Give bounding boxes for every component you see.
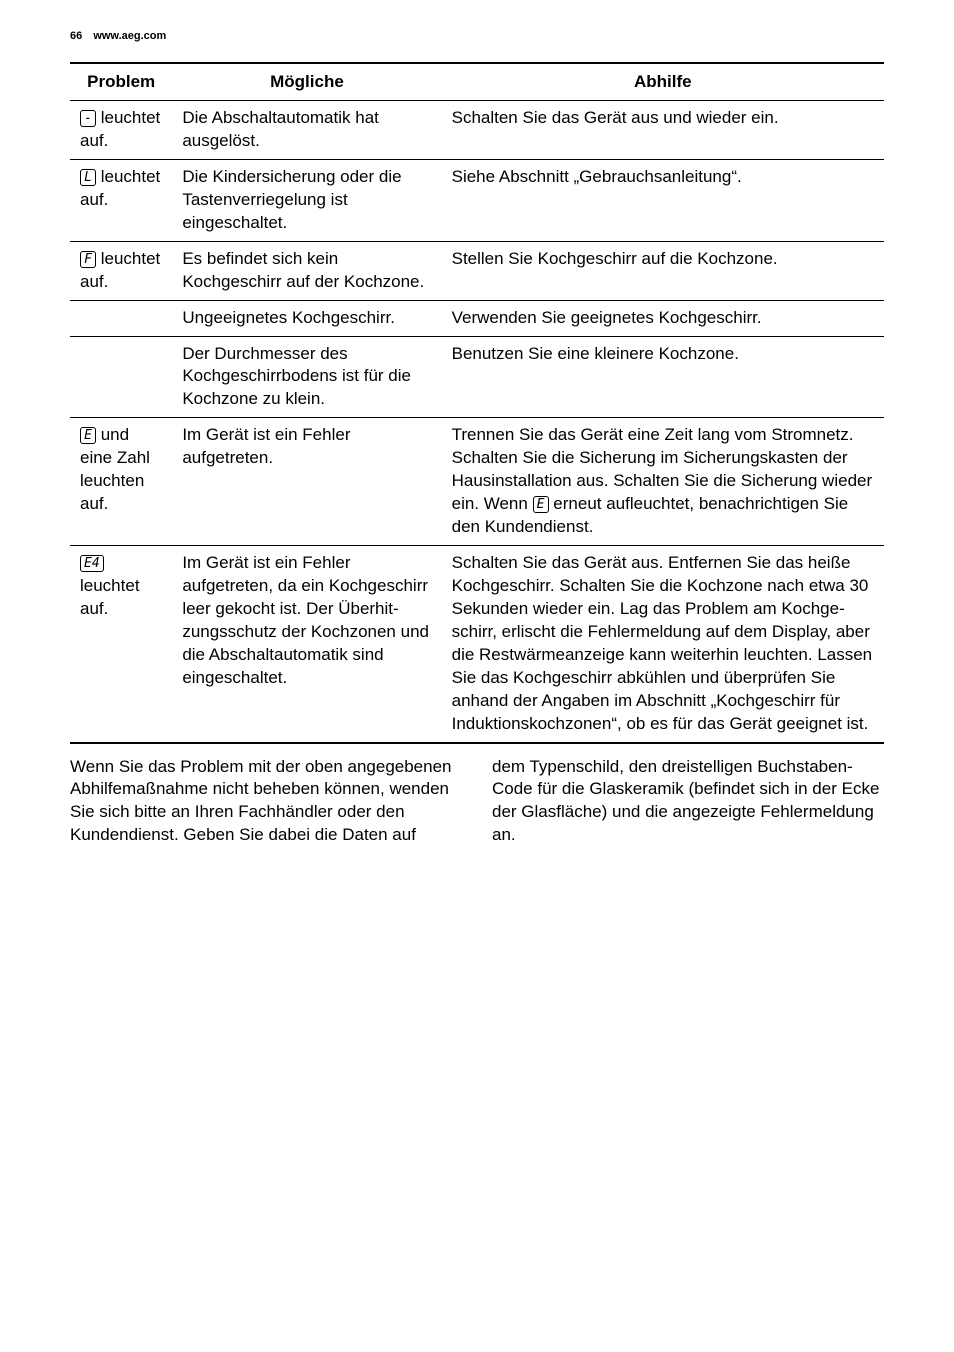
table-row: E und eine Zahl leuch­ten auf.Im Gerät i… bbox=[70, 418, 884, 546]
troubleshoot-table: Problem Mögliche Abhilfe - leuchtet auf.… bbox=[70, 62, 884, 744]
problem-cell: E4 leuchtet auf. bbox=[70, 546, 172, 743]
problem-cell bbox=[70, 300, 172, 336]
table-row: - leuchtet auf.Die Abschaltautomatik hat… bbox=[70, 101, 884, 160]
cause-cell: Ungeeignetes Kochge­schirr. bbox=[172, 300, 441, 336]
website-url: www.aeg.com bbox=[93, 30, 166, 42]
display-symbol-icon: F bbox=[80, 251, 96, 268]
problem-cell: - leuchtet auf. bbox=[70, 101, 172, 160]
cause-cell: Der Durchmesser des Kochgeschirrbodens i… bbox=[172, 336, 441, 418]
table-header-row: Problem Mögliche Abhilfe bbox=[70, 63, 884, 101]
display-symbol-icon: E bbox=[533, 496, 549, 513]
problem-text: leuchtet auf. bbox=[80, 576, 140, 618]
remedy-cell: Benutzen Sie eine kleine­re Kochzone. bbox=[442, 336, 884, 418]
display-symbol-icon: - bbox=[80, 110, 96, 127]
cause-cell: Die Kindersicherung oder die Tastenverri… bbox=[172, 159, 441, 241]
remedy-cell: Verwenden Sie geeigne­tes Kochgeschirr. bbox=[442, 300, 884, 336]
table-row: L leuchtet auf.Die Kindersicherung oder … bbox=[70, 159, 884, 241]
cause-cell: Die Abschaltautomatik hat ausgelöst. bbox=[172, 101, 441, 160]
table-body: - leuchtet auf.Die Abschaltautomatik hat… bbox=[70, 101, 884, 743]
page-number: 66 bbox=[70, 30, 82, 42]
table-row: Ungeeignetes Kochge­schirr.Verwenden Sie… bbox=[70, 300, 884, 336]
remedy-cell: Stellen Sie Kochgeschirr auf die Kochzon… bbox=[442, 241, 884, 300]
cause-cell: Im Gerät ist ein Fehler aufgetreten. bbox=[172, 418, 441, 546]
display-symbol-icon: L bbox=[80, 169, 96, 186]
footer-text: Wenn Sie das Problem mit der oben an­geg… bbox=[70, 756, 884, 848]
display-symbol-icon: E bbox=[80, 427, 96, 444]
problem-cell bbox=[70, 336, 172, 418]
table-row: F leuchtet auf.Es befindet sich kein Koc… bbox=[70, 241, 884, 300]
remedy-cell: Trennen Sie das Gerät eine Zeit lang vom… bbox=[442, 418, 884, 546]
header-remedy: Abhilfe bbox=[442, 63, 884, 101]
remedy-cell: Siehe Abschnitt „Ge­brauchsanleitung“. bbox=[442, 159, 884, 241]
header-cause: Mögliche bbox=[172, 63, 441, 101]
cause-cell: Es befindet sich kein Kochgeschirr auf d… bbox=[172, 241, 441, 300]
problem-cell: L leuchtet auf. bbox=[70, 159, 172, 241]
problem-cell: F leuchtet auf. bbox=[70, 241, 172, 300]
footer-left: Wenn Sie das Problem mit der oben an­geg… bbox=[70, 756, 462, 848]
table-row: E4 leuchtet auf.Im Gerät ist ein Fehler … bbox=[70, 546, 884, 743]
cause-cell: Im Gerät ist ein Fehler aufgetreten, da … bbox=[172, 546, 441, 743]
header-problem: Problem bbox=[70, 63, 172, 101]
display-symbol-icon: E4 bbox=[80, 555, 104, 572]
page-header: 66 www.aeg.com bbox=[70, 30, 884, 42]
table-row: Der Durchmesser des Kochgeschirrbodens i… bbox=[70, 336, 884, 418]
remedy-cell: Schalten Sie das Gerät aus. Entfernen Si… bbox=[442, 546, 884, 743]
footer-right: dem Typenschild, den dreistelligen Buchs… bbox=[492, 756, 884, 848]
remedy-cell: Schalten Sie das Gerät aus und wieder ei… bbox=[442, 101, 884, 160]
problem-cell: E und eine Zahl leuch­ten auf. bbox=[70, 418, 172, 546]
